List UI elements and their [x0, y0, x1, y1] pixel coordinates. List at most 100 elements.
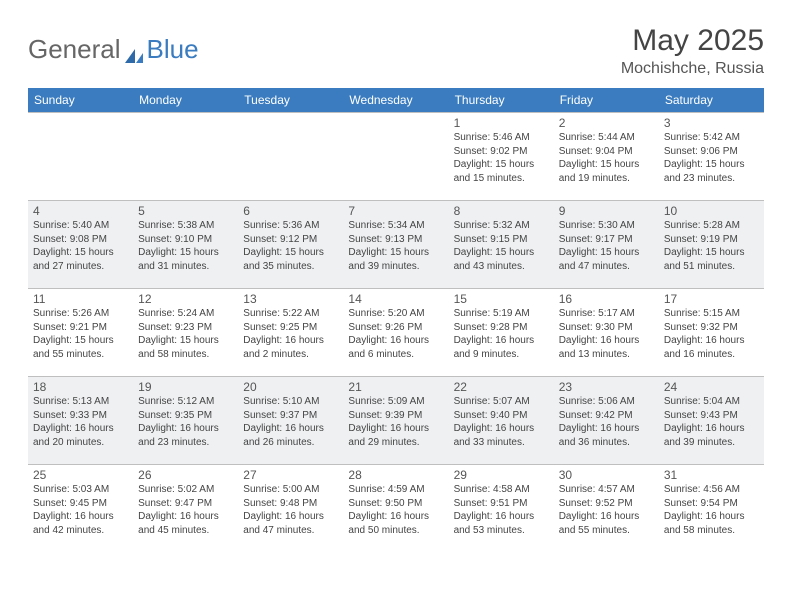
day-details: Sunrise: 5:42 AMSunset: 9:06 PMDaylight:…	[664, 131, 759, 185]
daylight-text: Daylight: 16 hours and 36 minutes.	[559, 422, 654, 449]
sunset-text: Sunset: 9:17 PM	[559, 233, 654, 247]
day-header: Wednesday	[343, 88, 448, 113]
sunrise-text: Sunrise: 5:04 AM	[664, 395, 759, 409]
calendar-cell: 29Sunrise: 4:58 AMSunset: 9:51 PMDayligh…	[449, 465, 554, 553]
sunset-text: Sunset: 9:04 PM	[559, 145, 654, 159]
sunset-text: Sunset: 9:35 PM	[138, 409, 233, 423]
day-details: Sunrise: 5:10 AMSunset: 9:37 PMDaylight:…	[243, 395, 338, 449]
day-details: Sunrise: 5:40 AMSunset: 9:08 PMDaylight:…	[33, 219, 128, 273]
sunset-text: Sunset: 9:47 PM	[138, 497, 233, 511]
logo-sail-icon	[123, 41, 145, 59]
sunset-text: Sunset: 9:39 PM	[348, 409, 443, 423]
sunrise-text: Sunrise: 5:06 AM	[559, 395, 654, 409]
sunset-text: Sunset: 9:45 PM	[33, 497, 128, 511]
sunset-text: Sunset: 9:51 PM	[454, 497, 549, 511]
calendar-cell: 13Sunrise: 5:22 AMSunset: 9:25 PMDayligh…	[238, 289, 343, 377]
calendar-week-row: 1Sunrise: 5:46 AMSunset: 9:02 PMDaylight…	[28, 113, 764, 201]
calendar-cell: 3Sunrise: 5:42 AMSunset: 9:06 PMDaylight…	[659, 113, 764, 201]
daylight-text: Daylight: 16 hours and 23 minutes.	[138, 422, 233, 449]
calendar-cell: 20Sunrise: 5:10 AMSunset: 9:37 PMDayligh…	[238, 377, 343, 465]
day-details: Sunrise: 5:44 AMSunset: 9:04 PMDaylight:…	[559, 131, 654, 185]
calendar-cell	[28, 113, 133, 201]
calendar-cell: 8Sunrise: 5:32 AMSunset: 9:15 PMDaylight…	[449, 201, 554, 289]
day-details: Sunrise: 5:13 AMSunset: 9:33 PMDaylight:…	[33, 395, 128, 449]
day-number: 4	[33, 204, 128, 218]
calendar-cell: 18Sunrise: 5:13 AMSunset: 9:33 PMDayligh…	[28, 377, 133, 465]
day-details: Sunrise: 4:56 AMSunset: 9:54 PMDaylight:…	[664, 483, 759, 537]
sunrise-text: Sunrise: 5:19 AM	[454, 307, 549, 321]
day-number: 10	[664, 204, 759, 218]
sunrise-text: Sunrise: 5:12 AM	[138, 395, 233, 409]
calendar-week-row: 25Sunrise: 5:03 AMSunset: 9:45 PMDayligh…	[28, 465, 764, 553]
day-header: Saturday	[659, 88, 764, 113]
daylight-text: Daylight: 15 hours and 35 minutes.	[243, 246, 338, 273]
daylight-text: Daylight: 16 hours and 50 minutes.	[348, 510, 443, 537]
calendar-cell: 22Sunrise: 5:07 AMSunset: 9:40 PMDayligh…	[449, 377, 554, 465]
calendar-cell: 14Sunrise: 5:20 AMSunset: 9:26 PMDayligh…	[343, 289, 448, 377]
daylight-text: Daylight: 16 hours and 58 minutes.	[664, 510, 759, 537]
daylight-text: Daylight: 15 hours and 47 minutes.	[559, 246, 654, 273]
calendar-cell: 10Sunrise: 5:28 AMSunset: 9:19 PMDayligh…	[659, 201, 764, 289]
location-label: Mochishche, Russia	[621, 60, 764, 78]
daylight-text: Daylight: 15 hours and 43 minutes.	[454, 246, 549, 273]
sunset-text: Sunset: 9:30 PM	[559, 321, 654, 335]
day-number: 8	[454, 204, 549, 218]
sunset-text: Sunset: 9:23 PM	[138, 321, 233, 335]
day-number: 9	[559, 204, 654, 218]
sunset-text: Sunset: 9:52 PM	[559, 497, 654, 511]
day-header: Friday	[554, 88, 659, 113]
sunset-text: Sunset: 9:08 PM	[33, 233, 128, 247]
day-header-row: SundayMondayTuesdayWednesdayThursdayFrid…	[28, 88, 764, 113]
calendar-cell	[133, 113, 238, 201]
day-details: Sunrise: 5:26 AMSunset: 9:21 PMDaylight:…	[33, 307, 128, 361]
day-number: 22	[454, 380, 549, 394]
calendar-week-row: 4Sunrise: 5:40 AMSunset: 9:08 PMDaylight…	[28, 201, 764, 289]
daylight-text: Daylight: 16 hours and 53 minutes.	[454, 510, 549, 537]
sunrise-text: Sunrise: 5:44 AM	[559, 131, 654, 145]
sunrise-text: Sunrise: 5:36 AM	[243, 219, 338, 233]
daylight-text: Daylight: 16 hours and 6 minutes.	[348, 334, 443, 361]
day-number: 19	[138, 380, 233, 394]
calendar-cell: 5Sunrise: 5:38 AMSunset: 9:10 PMDaylight…	[133, 201, 238, 289]
day-header: Monday	[133, 88, 238, 113]
day-details: Sunrise: 5:20 AMSunset: 9:26 PMDaylight:…	[348, 307, 443, 361]
day-number: 12	[138, 292, 233, 306]
sunrise-text: Sunrise: 5:07 AM	[454, 395, 549, 409]
day-details: Sunrise: 5:00 AMSunset: 9:48 PMDaylight:…	[243, 483, 338, 537]
brand-logo: General Blue	[28, 24, 199, 65]
day-number: 21	[348, 380, 443, 394]
day-number: 14	[348, 292, 443, 306]
sunset-text: Sunset: 9:25 PM	[243, 321, 338, 335]
sunset-text: Sunset: 9:37 PM	[243, 409, 338, 423]
day-number: 24	[664, 380, 759, 394]
calendar-cell: 17Sunrise: 5:15 AMSunset: 9:32 PMDayligh…	[659, 289, 764, 377]
daylight-text: Daylight: 15 hours and 23 minutes.	[664, 158, 759, 185]
month-title: May 2025	[621, 24, 764, 58]
day-header: Thursday	[449, 88, 554, 113]
day-details: Sunrise: 4:57 AMSunset: 9:52 PMDaylight:…	[559, 483, 654, 537]
sunrise-text: Sunrise: 5:32 AM	[454, 219, 549, 233]
sunrise-text: Sunrise: 4:59 AM	[348, 483, 443, 497]
calendar-cell: 19Sunrise: 5:12 AMSunset: 9:35 PMDayligh…	[133, 377, 238, 465]
calendar-cell: 9Sunrise: 5:30 AMSunset: 9:17 PMDaylight…	[554, 201, 659, 289]
day-details: Sunrise: 5:06 AMSunset: 9:42 PMDaylight:…	[559, 395, 654, 449]
day-number: 15	[454, 292, 549, 306]
calendar-cell: 2Sunrise: 5:44 AMSunset: 9:04 PMDaylight…	[554, 113, 659, 201]
sunset-text: Sunset: 9:21 PM	[33, 321, 128, 335]
daylight-text: Daylight: 15 hours and 15 minutes.	[454, 158, 549, 185]
calendar-cell: 31Sunrise: 4:56 AMSunset: 9:54 PMDayligh…	[659, 465, 764, 553]
day-details: Sunrise: 5:32 AMSunset: 9:15 PMDaylight:…	[454, 219, 549, 273]
daylight-text: Daylight: 15 hours and 39 minutes.	[348, 246, 443, 273]
daylight-text: Daylight: 16 hours and 47 minutes.	[243, 510, 338, 537]
day-details: Sunrise: 5:36 AMSunset: 9:12 PMDaylight:…	[243, 219, 338, 273]
day-details: Sunrise: 5:03 AMSunset: 9:45 PMDaylight:…	[33, 483, 128, 537]
calendar-cell: 28Sunrise: 4:59 AMSunset: 9:50 PMDayligh…	[343, 465, 448, 553]
sunset-text: Sunset: 9:26 PM	[348, 321, 443, 335]
day-details: Sunrise: 4:58 AMSunset: 9:51 PMDaylight:…	[454, 483, 549, 537]
day-number: 5	[138, 204, 233, 218]
daylight-text: Daylight: 16 hours and 26 minutes.	[243, 422, 338, 449]
sunset-text: Sunset: 9:19 PM	[664, 233, 759, 247]
sunrise-text: Sunrise: 5:30 AM	[559, 219, 654, 233]
calendar-table: SundayMondayTuesdayWednesdayThursdayFrid…	[28, 88, 764, 553]
day-header: Sunday	[28, 88, 133, 113]
